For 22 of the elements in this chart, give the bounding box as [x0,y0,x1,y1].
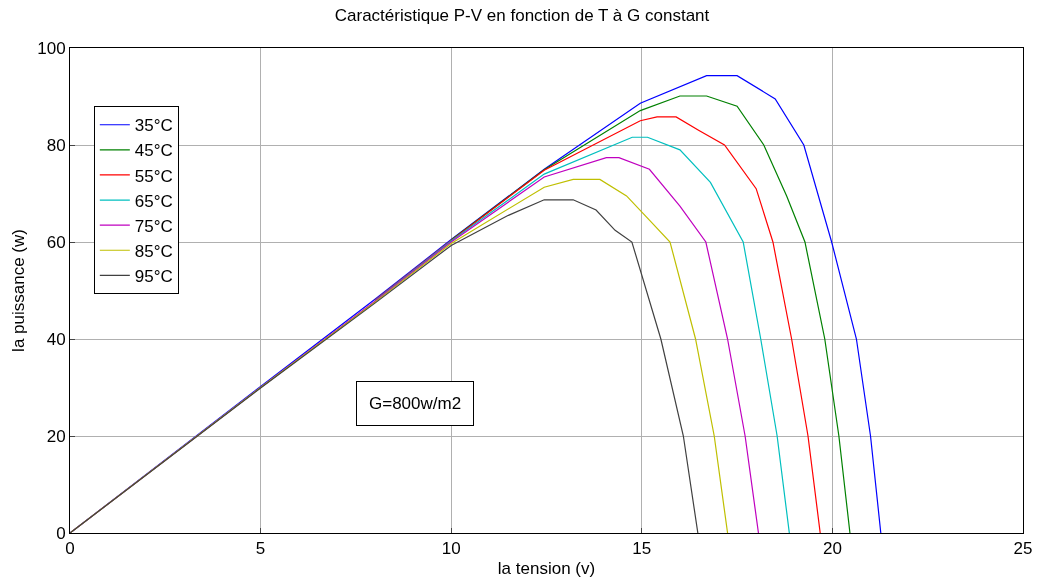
y-tick-label: 20 [46,426,66,446]
y-tick-label: 0 [56,523,66,543]
y-tick-label: 40 [46,329,66,349]
y-tick-label: 100 [37,38,66,58]
x-tick-label: 10 [441,539,461,559]
x-tick-label: 20 [822,539,842,559]
legend-label: 45°C [134,141,173,161]
legend-label: 65°C [134,191,173,211]
x-axis-title: la tension (v) [497,558,596,578]
y-tick-label: 60 [46,232,66,252]
legend-label: 95°C [134,266,173,286]
legend-label: 35°C [134,116,173,136]
x-tick-label: 5 [255,539,266,559]
y-tick-label: 80 [46,135,66,155]
x-tick-label: 15 [632,539,652,559]
x-tick-label: 25 [1013,539,1033,559]
legend-label: 75°C [134,216,173,236]
y-axis-title: la puissance (w) [8,229,28,352]
legend-label: 85°C [134,241,173,261]
annotation: G=800w/m2 [369,394,462,413]
chart-title: Caractéristique P-V en fonction de T à G constant [334,5,710,25]
legend-label: 55°C [134,166,173,186]
